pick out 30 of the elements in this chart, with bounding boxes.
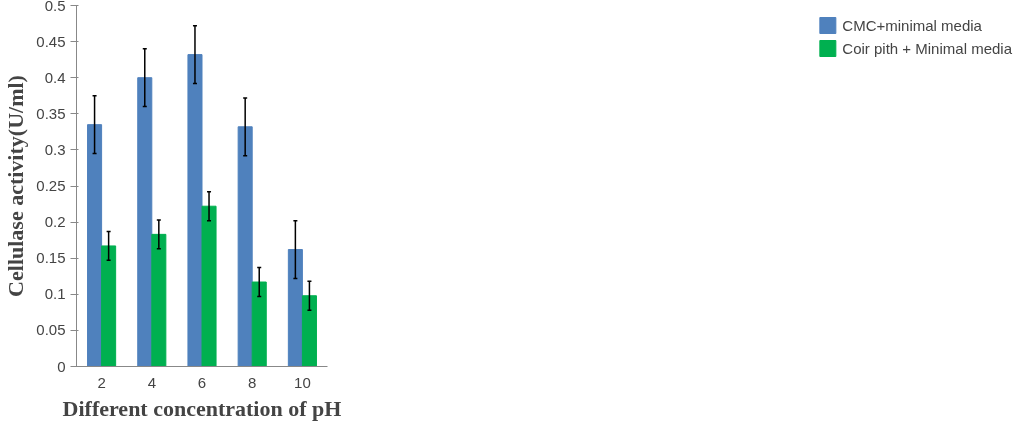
y-tick-label: 0 — [57, 357, 66, 375]
y-tick-label: 0.05 — [36, 321, 66, 339]
bar — [251, 281, 267, 367]
y-tick-label: 0.2 — [44, 213, 66, 231]
y-tick-label: 0.5 — [44, 0, 66, 14]
y-tick-label: 0.4 — [44, 68, 66, 86]
x-tick-label: 4 — [147, 373, 156, 391]
y-tick-label: 0.3 — [44, 140, 66, 158]
y-axis-title: Cellulase activity(U/ml) — [3, 75, 29, 297]
y-tick-label: 0.35 — [36, 104, 66, 122]
bar — [201, 205, 217, 367]
y-tick-label: 0.25 — [36, 177, 66, 194]
y-tick-label: 0.1 — [44, 285, 66, 303]
x-axis-title: Different concentration of pH — [62, 395, 342, 421]
legend-label: Coir pith + Minimal media — [842, 39, 1012, 57]
bar — [101, 245, 117, 367]
x-tick-label: 6 — [197, 373, 207, 391]
bar — [151, 233, 167, 367]
bar — [187, 54, 203, 367]
bar — [287, 249, 303, 367]
x-tick-label: 10 — [294, 373, 311, 391]
bar — [301, 295, 317, 367]
y-tick-label: 0.45 — [36, 32, 66, 50]
bar — [87, 124, 103, 367]
legend-label: CMC+minimal media — [842, 16, 982, 34]
bar — [237, 126, 253, 367]
y-tick-label: 0.15 — [36, 249, 66, 267]
x-tick-label: 8 — [248, 373, 257, 391]
bar — [137, 77, 153, 367]
x-tick-label: 2 — [97, 373, 106, 391]
